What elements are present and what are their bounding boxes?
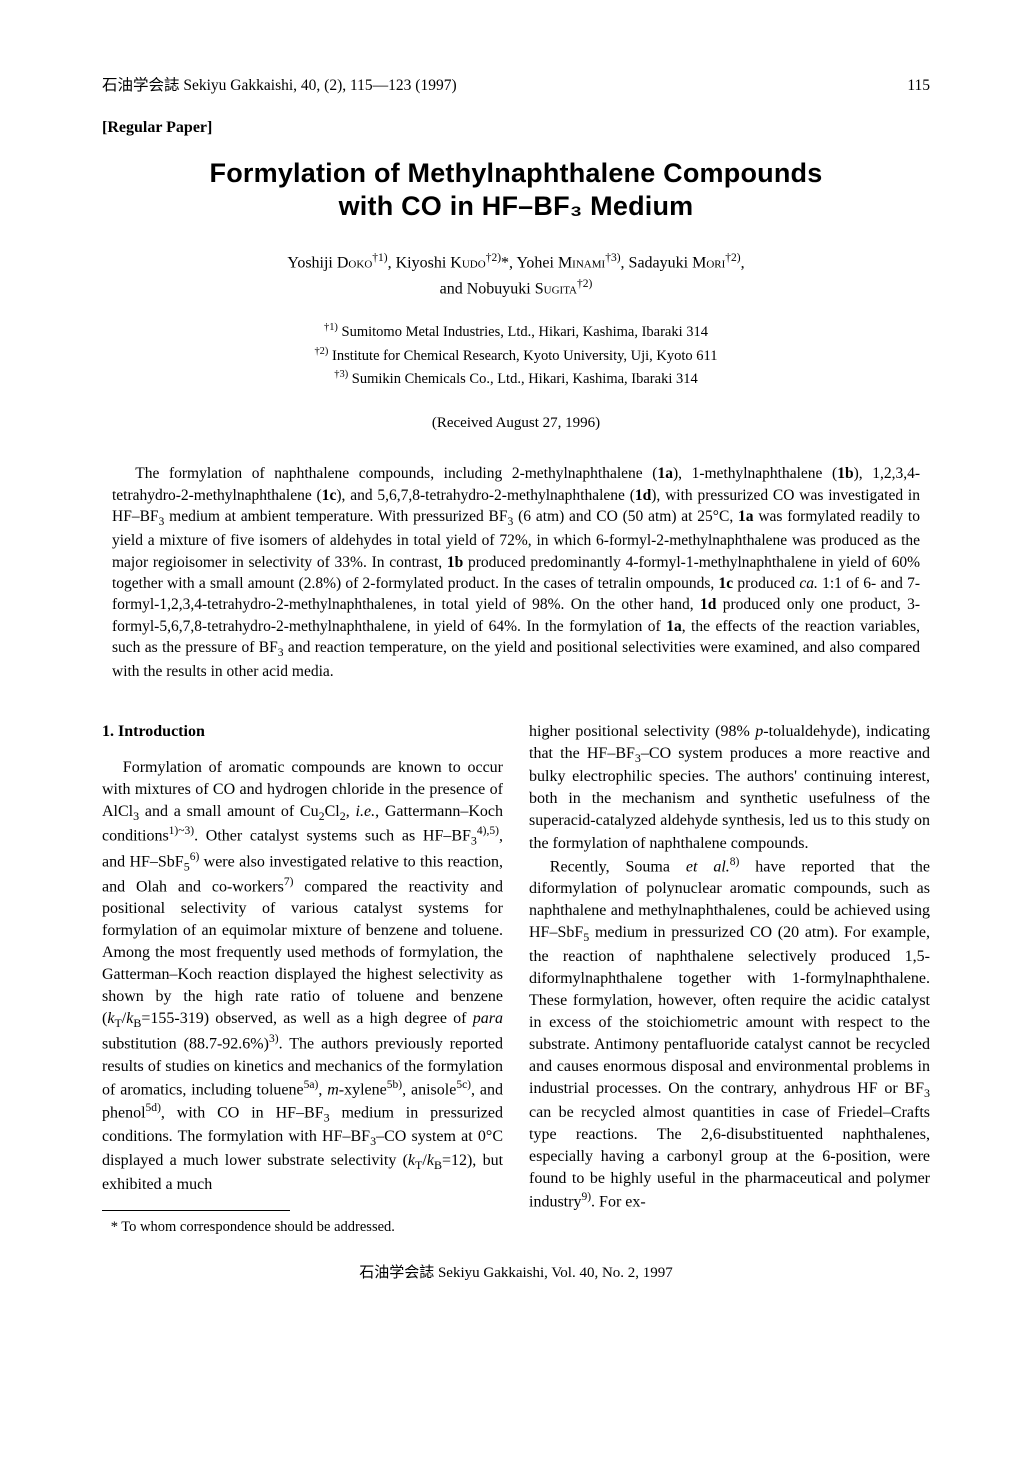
left-column: 1. Introduction Formylation of aromatic …	[102, 721, 503, 1237]
header-left: 石油学会誌 Sekiyu Gakkaishi, 40, (2), 115―123…	[102, 76, 457, 97]
right-column: higher positional selectivity (98% p-tol…	[529, 721, 930, 1237]
page-number: 115	[907, 76, 930, 97]
footer: 石油学会誌 Sekiyu Gakkaishi, Vol. 40, No. 2, …	[102, 1263, 930, 1283]
affiliation-3: †3) Sumikin Chemicals Co., Ltd., Hikari,…	[102, 367, 930, 391]
authors-line-2: and Nobuyuki Sugita†2)	[102, 276, 930, 302]
paper-type: [Regular Paper]	[102, 117, 930, 139]
right-paragraph-1: Recently, Souma et al.8) have reported t…	[529, 855, 930, 1214]
section-1-heading: 1. Introduction	[102, 721, 503, 743]
abstract: The formylation of naphthalene compounds…	[112, 463, 920, 682]
left-paragraph-1: Formylation of aromatic compounds are kn…	[102, 757, 503, 1196]
affiliation-1: †1) Sumitomo Metal Industries, Ltd., Hik…	[102, 320, 930, 344]
received-date: (Received August 27, 1996)	[102, 413, 930, 433]
title-line-1: Formylation of Methylnaphthalene Compoun…	[102, 157, 930, 191]
footnote-rule	[102, 1210, 290, 1211]
abstract-text: The formylation of naphthalene compounds…	[112, 463, 920, 682]
affiliation-2: †2) Institute for Chemical Research, Kyo…	[102, 344, 930, 368]
title-line-2: with CO in HF–BF₃ Medium	[102, 190, 930, 224]
authors-line-1: Yoshiji Doko†1), Kiyoshi Kudo†2)*, Yohei…	[102, 250, 930, 276]
body-columns: 1. Introduction Formylation of aromatic …	[102, 721, 930, 1237]
authors: Yoshiji Doko†1), Kiyoshi Kudo†2)*, Yohei…	[102, 250, 930, 302]
right-paragraph-0: higher positional selectivity (98% p-tol…	[529, 721, 930, 855]
corresponding-footnote: * To whom correspondence should be addre…	[102, 1217, 503, 1237]
affiliations: †1) Sumitomo Metal Industries, Ltd., Hik…	[102, 320, 930, 391]
running-header: 石油学会誌 Sekiyu Gakkaishi, 40, (2), 115―123…	[102, 76, 930, 97]
title-block: Formylation of Methylnaphthalene Compoun…	[102, 157, 930, 225]
